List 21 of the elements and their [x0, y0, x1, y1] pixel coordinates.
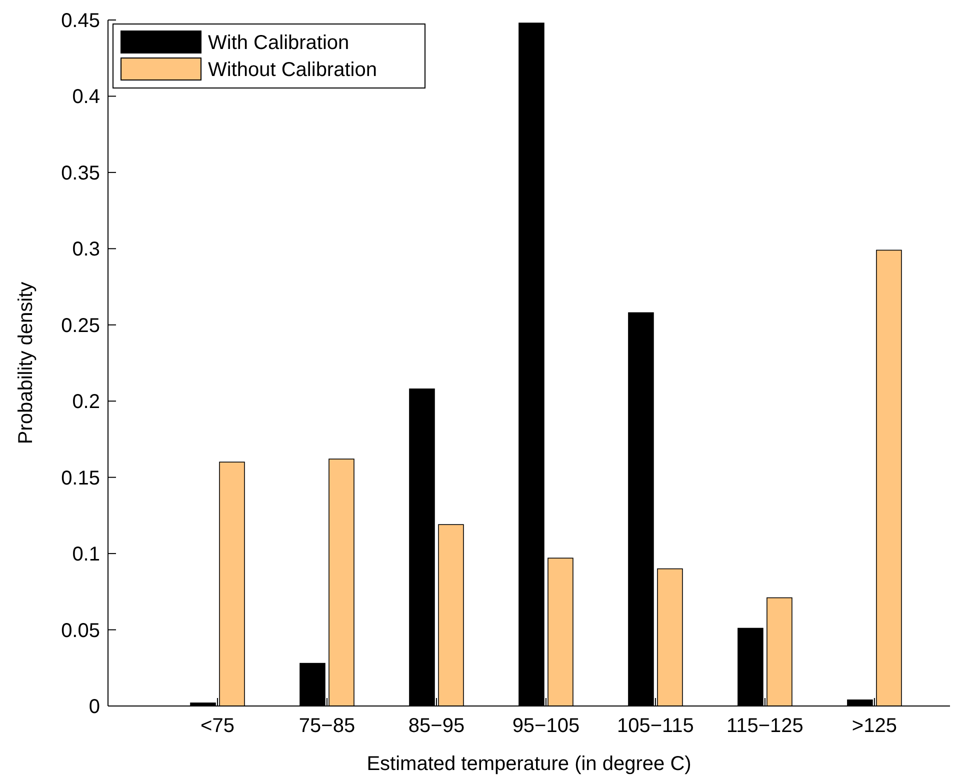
x-axis-title: Estimated temperature (in degree C) [366, 753, 692, 775]
x-tick-label: >125 [852, 715, 897, 737]
y-tick-label: 0.35 [61, 162, 100, 184]
legend-label: With Calibration [208, 32, 350, 54]
legend-label: Without Calibration [208, 59, 377, 81]
y-tick-label: 0.15 [61, 467, 100, 490]
y-tick-label: 0.2 [72, 391, 100, 414]
y-tick-label: 0.05 [61, 620, 100, 642]
y-tick-label: 0.25 [61, 314, 100, 337]
y-tick-label: 0.1 [72, 544, 100, 566]
x-tick-label: 105−115 [616, 715, 694, 737]
x-tick-label: 115−125 [726, 715, 804, 737]
x-tick-label: 75−85 [298, 715, 356, 737]
y-tick-label: 0.3 [72, 238, 100, 261]
y-tick-label: 0.4 [72, 86, 100, 108]
x-tick-label: <75 [200, 715, 234, 737]
x-tick-label: 85−95 [408, 715, 465, 737]
y-tick-label: 0 [88, 696, 100, 718]
x-tick-label: 95−105 [512, 715, 580, 737]
y-tick-label: 0.45 [61, 10, 100, 32]
y-axis-title: Probability density [15, 282, 37, 444]
